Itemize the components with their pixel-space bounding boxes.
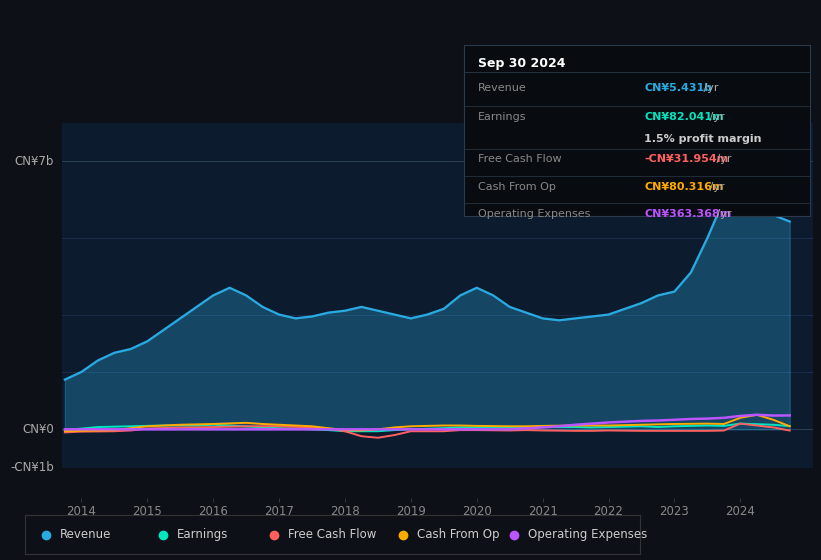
Text: Free Cash Flow: Free Cash Flow <box>288 528 377 542</box>
Text: /yr: /yr <box>713 209 732 219</box>
Text: Cash From Op: Cash From Op <box>478 181 556 192</box>
Text: CN¥0: CN¥0 <box>22 423 54 436</box>
Text: /yr: /yr <box>700 82 718 92</box>
Text: /yr: /yr <box>706 111 725 122</box>
Text: CN¥5.431b: CN¥5.431b <box>644 82 712 92</box>
Text: CN¥80.316m: CN¥80.316m <box>644 181 723 192</box>
Text: CN¥82.041m: CN¥82.041m <box>644 111 723 122</box>
Text: 1.5% profit margin: 1.5% profit margin <box>644 134 762 144</box>
Text: Sep 30 2024: Sep 30 2024 <box>478 57 565 70</box>
Text: /yr: /yr <box>706 181 725 192</box>
Text: Operating Expenses: Operating Expenses <box>478 209 590 219</box>
Text: Operating Expenses: Operating Expenses <box>529 528 648 542</box>
Text: Cash From Op: Cash From Op <box>418 528 500 542</box>
Text: CN¥7b: CN¥7b <box>15 155 54 168</box>
Text: -CN¥31.954m: -CN¥31.954m <box>644 154 728 164</box>
Text: -CN¥1b: -CN¥1b <box>11 461 54 474</box>
Text: Revenue: Revenue <box>61 528 112 542</box>
Text: CN¥363.368m: CN¥363.368m <box>644 209 732 219</box>
Text: Free Cash Flow: Free Cash Flow <box>478 154 562 164</box>
Text: Revenue: Revenue <box>478 82 526 92</box>
Text: Earnings: Earnings <box>478 111 526 122</box>
Text: /yr: /yr <box>713 154 732 164</box>
Text: Earnings: Earnings <box>177 528 229 542</box>
